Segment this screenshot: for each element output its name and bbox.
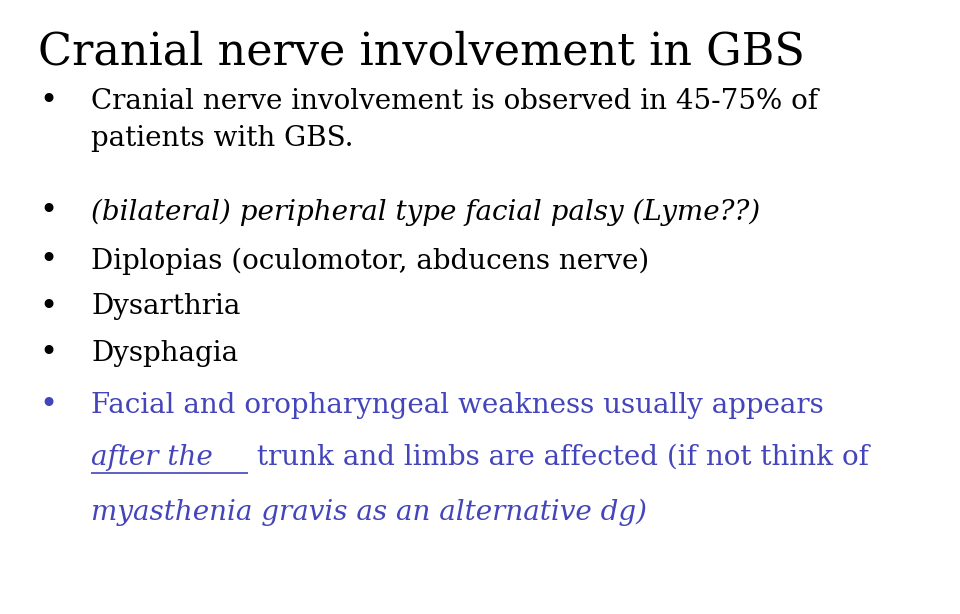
Text: trunk and limbs are affected (if not think of: trunk and limbs are affected (if not thi…	[249, 444, 870, 471]
Text: •: •	[39, 390, 57, 421]
Text: Cranial nerve involvement in GBS: Cranial nerve involvement in GBS	[38, 31, 805, 74]
Text: Diplopias (oculomotor, abducens nerve): Diplopias (oculomotor, abducens nerve)	[91, 247, 650, 274]
Text: •: •	[39, 292, 57, 322]
Text: •: •	[39, 246, 57, 276]
Text: Dysarthria: Dysarthria	[91, 293, 241, 321]
Text: myasthenia gravis as an alternative dg): myasthenia gravis as an alternative dg)	[91, 499, 647, 526]
Text: •: •	[39, 196, 57, 227]
Text: Facial and oropharyngeal weakness usually appears: Facial and oropharyngeal weakness usuall…	[91, 392, 824, 419]
Text: after the: after the	[91, 444, 213, 471]
Text: •: •	[39, 86, 57, 117]
Text: Cranial nerve involvement is observed in 45-75% of: Cranial nerve involvement is observed in…	[91, 88, 818, 115]
Text: Dysphagia: Dysphagia	[91, 340, 238, 367]
Text: •: •	[39, 338, 57, 368]
Text: patients with GBS.: patients with GBS.	[91, 125, 353, 152]
Text: (bilateral) peripheral type facial palsy (Lyme??): (bilateral) peripheral type facial palsy…	[91, 198, 760, 225]
